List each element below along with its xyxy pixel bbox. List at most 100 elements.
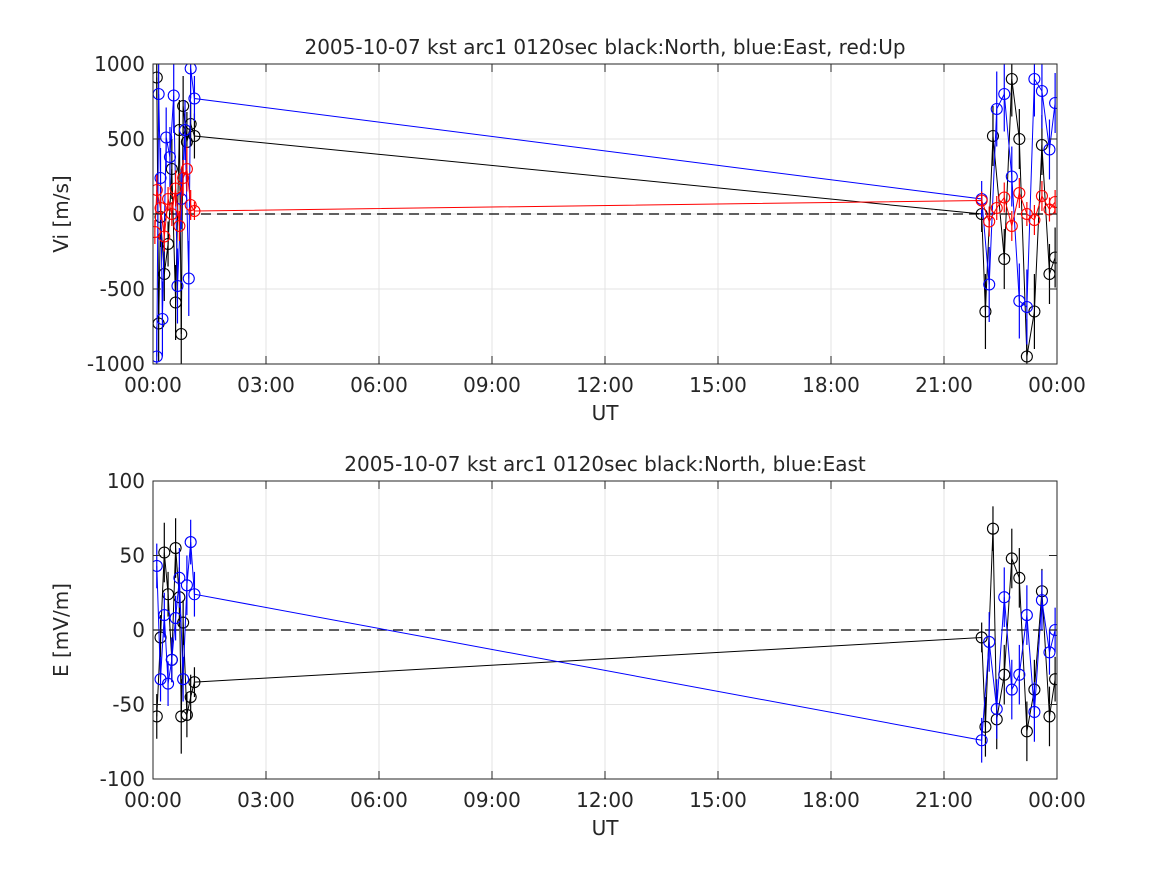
data-point [1013, 294, 1026, 308]
data-point [1020, 609, 1033, 622]
data-point [1043, 143, 1056, 156]
y-tick-label: 50 [120, 544, 145, 568]
y-tick-label: 0 [132, 618, 145, 642]
data-point [177, 616, 190, 629]
data-point [990, 102, 1003, 116]
data-point [1035, 594, 1048, 607]
chart-title: 2005-10-07 kst arc1 0120sec black:North,… [304, 35, 905, 59]
data-point [169, 182, 182, 195]
data-point [153, 183, 163, 197]
data-point [158, 230, 171, 243]
x-axis-label: UT [592, 816, 620, 840]
data-point [184, 536, 197, 549]
data-point [173, 571, 186, 584]
data-point [975, 631, 988, 644]
data-point [158, 546, 171, 559]
x-tick-label: 21:00 [915, 373, 973, 397]
series-line [156, 542, 1056, 741]
data-point [979, 305, 992, 318]
data-point [998, 191, 1011, 204]
x-tick-label: 03:00 [237, 788, 295, 812]
series-line [156, 528, 1056, 732]
y-tick-label: 500 [107, 127, 145, 151]
data-point [154, 171, 167, 185]
x-tick-label: 09:00 [463, 373, 521, 397]
data-point [184, 64, 197, 75]
data-point [1005, 170, 1018, 183]
data-point [998, 591, 1011, 604]
data-point [188, 676, 201, 689]
data-point [153, 559, 163, 572]
chart-title: 2005-10-07 kst arc1 0120sec black:North,… [344, 452, 866, 476]
data-point [1005, 219, 1018, 233]
data-point [153, 710, 163, 723]
data-point [184, 198, 197, 212]
data-point [173, 219, 186, 233]
data-point [998, 252, 1011, 266]
data-point [990, 201, 1003, 215]
data-point [188, 204, 201, 218]
data-point [986, 129, 1000, 143]
data-point [1028, 305, 1041, 318]
data-point [986, 522, 1000, 535]
data-point [1020, 350, 1033, 363]
data-point [1013, 132, 1026, 146]
data-point [153, 71, 163, 84]
data-point [171, 279, 184, 293]
data-point [1020, 725, 1033, 738]
x-tick-label: 12:00 [576, 373, 634, 397]
x-tick-label: 03:00 [237, 373, 295, 397]
data-point [154, 673, 167, 686]
x-tick-label: 18:00 [802, 373, 860, 397]
y-tick-label: -1000 [87, 352, 145, 376]
data-point [1049, 251, 1057, 264]
y-tick-label: -500 [100, 277, 145, 301]
series-north [153, 506, 1057, 762]
data-point [1028, 213, 1041, 227]
data-point [983, 635, 996, 648]
y-tick-label: 0 [132, 202, 145, 226]
series-east [153, 519, 1057, 763]
y-tick-label: -50 [112, 693, 145, 717]
data-point [188, 129, 201, 143]
x-tick-label: 00:00 [124, 788, 182, 812]
data-point [162, 677, 175, 690]
data-point [998, 87, 1011, 101]
data-point [1028, 72, 1041, 86]
data-point [184, 690, 197, 704]
data-point [1049, 195, 1057, 209]
data-point [158, 609, 171, 622]
data-point [177, 99, 190, 113]
data-point [975, 194, 988, 207]
data-point [1013, 668, 1026, 681]
data-point [983, 215, 996, 228]
x-tick-label: 12:00 [576, 788, 634, 812]
data-point [158, 267, 171, 281]
chart-panel-2: 00:00 03:00 06:00 09:00 12:00 15:00 18:00 21:00… [49, 452, 1086, 840]
data-point [1035, 189, 1048, 203]
x-tick-label: 00:00 [124, 373, 182, 397]
data-point [160, 131, 173, 144]
y-axis-label: Vi [m/s] [49, 175, 73, 252]
y-tick-label: -100 [100, 767, 145, 791]
data-point [990, 702, 1003, 716]
series-line [156, 68, 1056, 357]
data-point [180, 579, 193, 592]
data-point [1005, 72, 1018, 86]
chart-panel-1: 00:00 03:00 06:00 09:00 12:00 15:00 18:00 21:00… [49, 35, 1086, 425]
x-tick-label: 06:00 [350, 373, 408, 397]
x-tick-label: 21:00 [915, 788, 973, 812]
data-layer [153, 506, 1057, 763]
data-point [177, 673, 190, 686]
data-point [163, 150, 176, 164]
x-tick-label: 00:00 [1028, 373, 1086, 397]
data-point [1035, 138, 1048, 152]
y-tick-label: 1000 [94, 52, 145, 76]
data-point [165, 653, 178, 666]
data-point [1035, 84, 1048, 98]
data-point [182, 272, 195, 285]
data-point [1020, 207, 1033, 221]
data-point [188, 588, 201, 601]
data-point [1005, 552, 1018, 565]
